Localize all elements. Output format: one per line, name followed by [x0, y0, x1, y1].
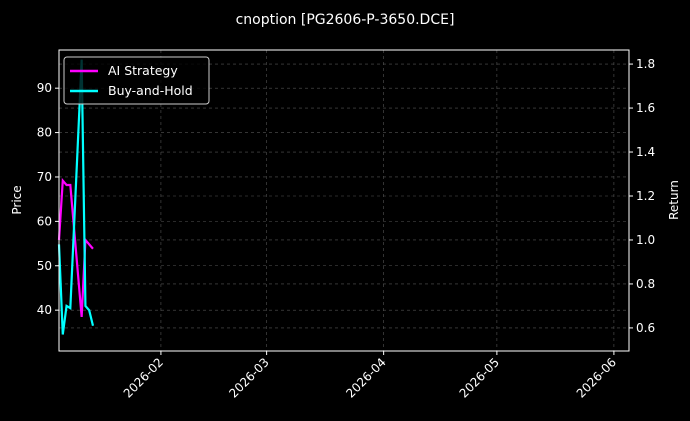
x-tick-label: 2026-05 — [457, 355, 502, 400]
legend-label-buy-and-hold: Buy-and-Hold — [108, 83, 193, 98]
y-axis-label-right: Return — [667, 180, 681, 220]
y-tick-label-right: 1.8 — [636, 57, 655, 71]
legend-label-ai-strategy: AI Strategy — [108, 63, 178, 78]
y-tick-label-right: 1.6 — [636, 101, 655, 115]
y-tick-label-left: 40 — [37, 303, 52, 317]
y-tick-label-left: 50 — [37, 259, 52, 273]
y-tick-label-right: 0.6 — [636, 321, 655, 335]
x-tick-label: 2026-04 — [343, 355, 388, 400]
y-tick-label-right: 1.4 — [636, 145, 655, 159]
plot-frame — [58, 49, 630, 352]
y-tick-label-left: 80 — [37, 126, 52, 140]
legend: AI Strategy Buy-and-Hold — [63, 56, 210, 105]
y-tick-label-right: 1.0 — [636, 233, 655, 247]
x-tick-label: 2026-06 — [574, 355, 619, 400]
y-tick-label-left: 60 — [37, 214, 52, 228]
y-tick-label-left: 90 — [37, 81, 52, 95]
chart-title: cnoption [PG2606-P-3650.DCE] — [236, 12, 455, 28]
y-tick-label-right: 1.2 — [636, 189, 655, 203]
y-tick-label-left: 70 — [37, 170, 52, 184]
series-line-ai-strategy — [57, 177, 94, 318]
y-axis-label-left: Price — [10, 185, 24, 214]
x-tick-label: 2026-03 — [226, 355, 271, 400]
x-tick-label: 2026-02 — [121, 355, 166, 400]
y-tick-label-right: 0.8 — [636, 277, 655, 291]
series-line-buy-and-hold — [57, 59, 95, 335]
